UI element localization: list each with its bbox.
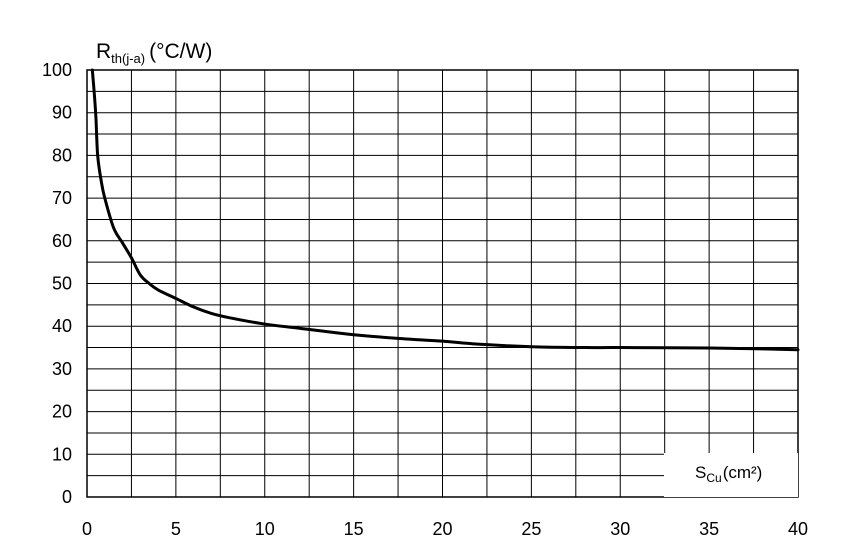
y-tick-labels: 0 10 20 30 40 50 60 70 80 90 100 bbox=[42, 60, 72, 507]
y-axis-title-unit: (°C/W) bbox=[149, 40, 212, 63]
y-tick-label: 20 bbox=[52, 402, 72, 422]
x-tick-label: 0 bbox=[82, 519, 92, 539]
x-tick-label: 10 bbox=[255, 519, 275, 539]
y-tick-label: 0 bbox=[62, 487, 72, 507]
y-tick-label: 60 bbox=[52, 231, 72, 251]
y-tick-label: 100 bbox=[42, 60, 72, 80]
y-tick-label: 10 bbox=[52, 444, 72, 464]
y-tick-label: 40 bbox=[52, 316, 72, 336]
x-tick-label: 35 bbox=[699, 519, 719, 539]
rth-curve-line bbox=[90, 68, 800, 352]
x-tick-labels: 0 5 10 15 20 25 30 35 40 bbox=[82, 519, 808, 539]
plot-border bbox=[86, 69, 799, 498]
x-tick-label: 20 bbox=[432, 519, 452, 539]
y-tick-label: 30 bbox=[52, 359, 72, 379]
x-axis-title: SCu(cm²) bbox=[695, 463, 762, 485]
y-axis-title-subscript: th(j-a) bbox=[111, 51, 145, 66]
chart-grid bbox=[86, 69, 799, 498]
x-axis-title-main: S bbox=[695, 463, 706, 482]
y-axis-title: Rth(j-a) (°C/W) bbox=[96, 40, 212, 66]
y-axis-title-main: R bbox=[96, 40, 111, 63]
y-tick-label: 80 bbox=[52, 145, 72, 165]
plot-frame bbox=[86, 69, 799, 498]
x-tick-label: 5 bbox=[171, 519, 181, 539]
x-tick-label: 25 bbox=[521, 519, 541, 539]
y-tick-label: 50 bbox=[52, 274, 72, 294]
x-axis-title-box bbox=[664, 453, 798, 497]
x-tick-label: 40 bbox=[788, 519, 808, 539]
x-tick-label: 15 bbox=[344, 519, 364, 539]
x-axis-title-subscript: Cu bbox=[706, 471, 721, 485]
x-axis-title-unit: (cm²) bbox=[723, 463, 763, 482]
x-tick-label: 30 bbox=[610, 519, 630, 539]
y-tick-label: 70 bbox=[52, 188, 72, 208]
y-tick-label: 90 bbox=[52, 103, 72, 123]
